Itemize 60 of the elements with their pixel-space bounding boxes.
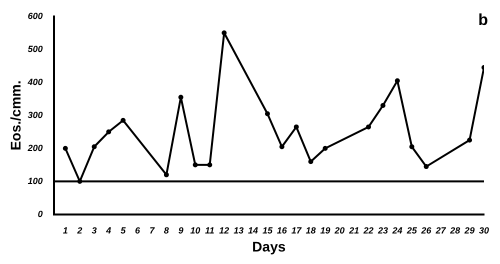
point <box>62 146 68 151</box>
point <box>279 144 284 150</box>
x-tick-label: 10 <box>190 225 200 236</box>
x-tick-label: 2 <box>76 225 82 236</box>
x-tick-label: 17 <box>291 225 302 236</box>
point <box>322 146 328 151</box>
y-tick-label: 300 <box>28 110 43 120</box>
x-tick-label: 8 <box>164 225 169 236</box>
point <box>380 103 386 108</box>
x-tick-label: 29 <box>464 225 475 236</box>
point <box>308 159 314 164</box>
point <box>207 162 212 168</box>
x-tick-label: 30 <box>478 225 489 236</box>
point <box>409 144 414 150</box>
x-tick-label: 27 <box>434 225 447 236</box>
x-tick-label: 16 <box>276 225 288 236</box>
x-axis-title: Days <box>252 238 286 254</box>
x-tick-label: 4 <box>105 225 112 236</box>
x-tick-label: 22 <box>362 225 374 236</box>
x-tick-label: 11 <box>205 225 214 236</box>
x-tick-label: 3 <box>92 225 97 236</box>
point <box>366 124 372 130</box>
x-tick-label: 7 <box>149 225 156 236</box>
x-tick-label: 6 <box>135 225 142 236</box>
point <box>120 118 126 123</box>
x-tick-label: 5 <box>120 225 127 236</box>
x-tick-label: 13 <box>234 225 244 236</box>
x-tick-label: 26 <box>420 225 432 236</box>
x-tick-label: 20 <box>334 225 345 236</box>
x-tick-label: 15 <box>262 225 274 236</box>
y-axis-title: Eos./cmm. <box>7 80 24 150</box>
x-tick-label: 12 <box>219 225 230 236</box>
x-tick-label: 14 <box>248 225 258 236</box>
y-tick-label: 500 <box>28 44 43 54</box>
x-tick-label: 19 <box>320 225 330 236</box>
point <box>294 124 299 130</box>
x-tick-label: 18 <box>306 225 316 236</box>
y-tick-label: 200 <box>26 142 43 153</box>
point <box>264 111 270 116</box>
point <box>164 172 169 178</box>
x-tick-label: 25 <box>406 225 418 236</box>
y-tick-label: 400 <box>26 76 43 87</box>
y-tick-label: 100 <box>28 176 43 186</box>
x-tick-label: 1 <box>62 225 68 236</box>
point <box>178 94 184 100</box>
point <box>394 78 400 84</box>
point <box>106 129 112 134</box>
x-tick-label: 23 <box>376 225 388 236</box>
chart-title: b <box>478 12 488 30</box>
x-tick-label: 21 <box>348 225 360 236</box>
point <box>92 144 97 150</box>
point <box>467 138 472 143</box>
x-tick-label: 24 <box>391 225 402 236</box>
x-tick-label: 9 <box>178 225 184 236</box>
y-tick-label: 600 <box>28 10 43 21</box>
y-tick-label: 0 <box>38 208 43 219</box>
point <box>192 162 198 168</box>
x-tick-label: 28 <box>449 225 460 236</box>
point <box>424 164 429 170</box>
point <box>222 30 227 36</box>
